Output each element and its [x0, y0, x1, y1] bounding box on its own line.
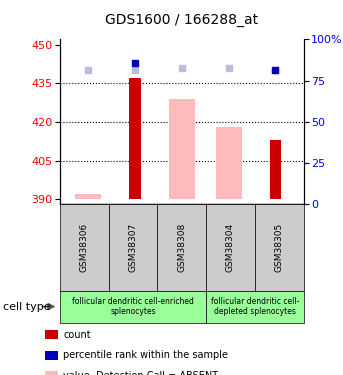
Text: count: count: [63, 330, 91, 340]
Text: percentile rank within the sample: percentile rank within the sample: [63, 350, 228, 360]
Bar: [270, 140, 281, 199]
Bar: [75, 194, 101, 199]
Text: GSM38305: GSM38305: [275, 223, 284, 272]
Text: GSM38306: GSM38306: [80, 223, 89, 272]
Bar: [216, 127, 241, 199]
Text: GSM38308: GSM38308: [177, 223, 186, 272]
Text: GSM38307: GSM38307: [129, 223, 138, 272]
Text: GDS1600 / 166288_at: GDS1600 / 166288_at: [105, 13, 258, 27]
Text: value, Detection Call = ABSENT: value, Detection Call = ABSENT: [63, 371, 218, 375]
Text: GSM38304: GSM38304: [226, 223, 235, 272]
Text: follicular dendritic cell-
depleted splenocytes: follicular dendritic cell- depleted sple…: [211, 297, 299, 316]
Bar: [169, 99, 195, 199]
Bar: [129, 78, 141, 199]
Text: cell type: cell type: [3, 302, 51, 312]
Text: follicular dendritic cell-enriched
splenocytes: follicular dendritic cell-enriched splen…: [72, 297, 194, 316]
